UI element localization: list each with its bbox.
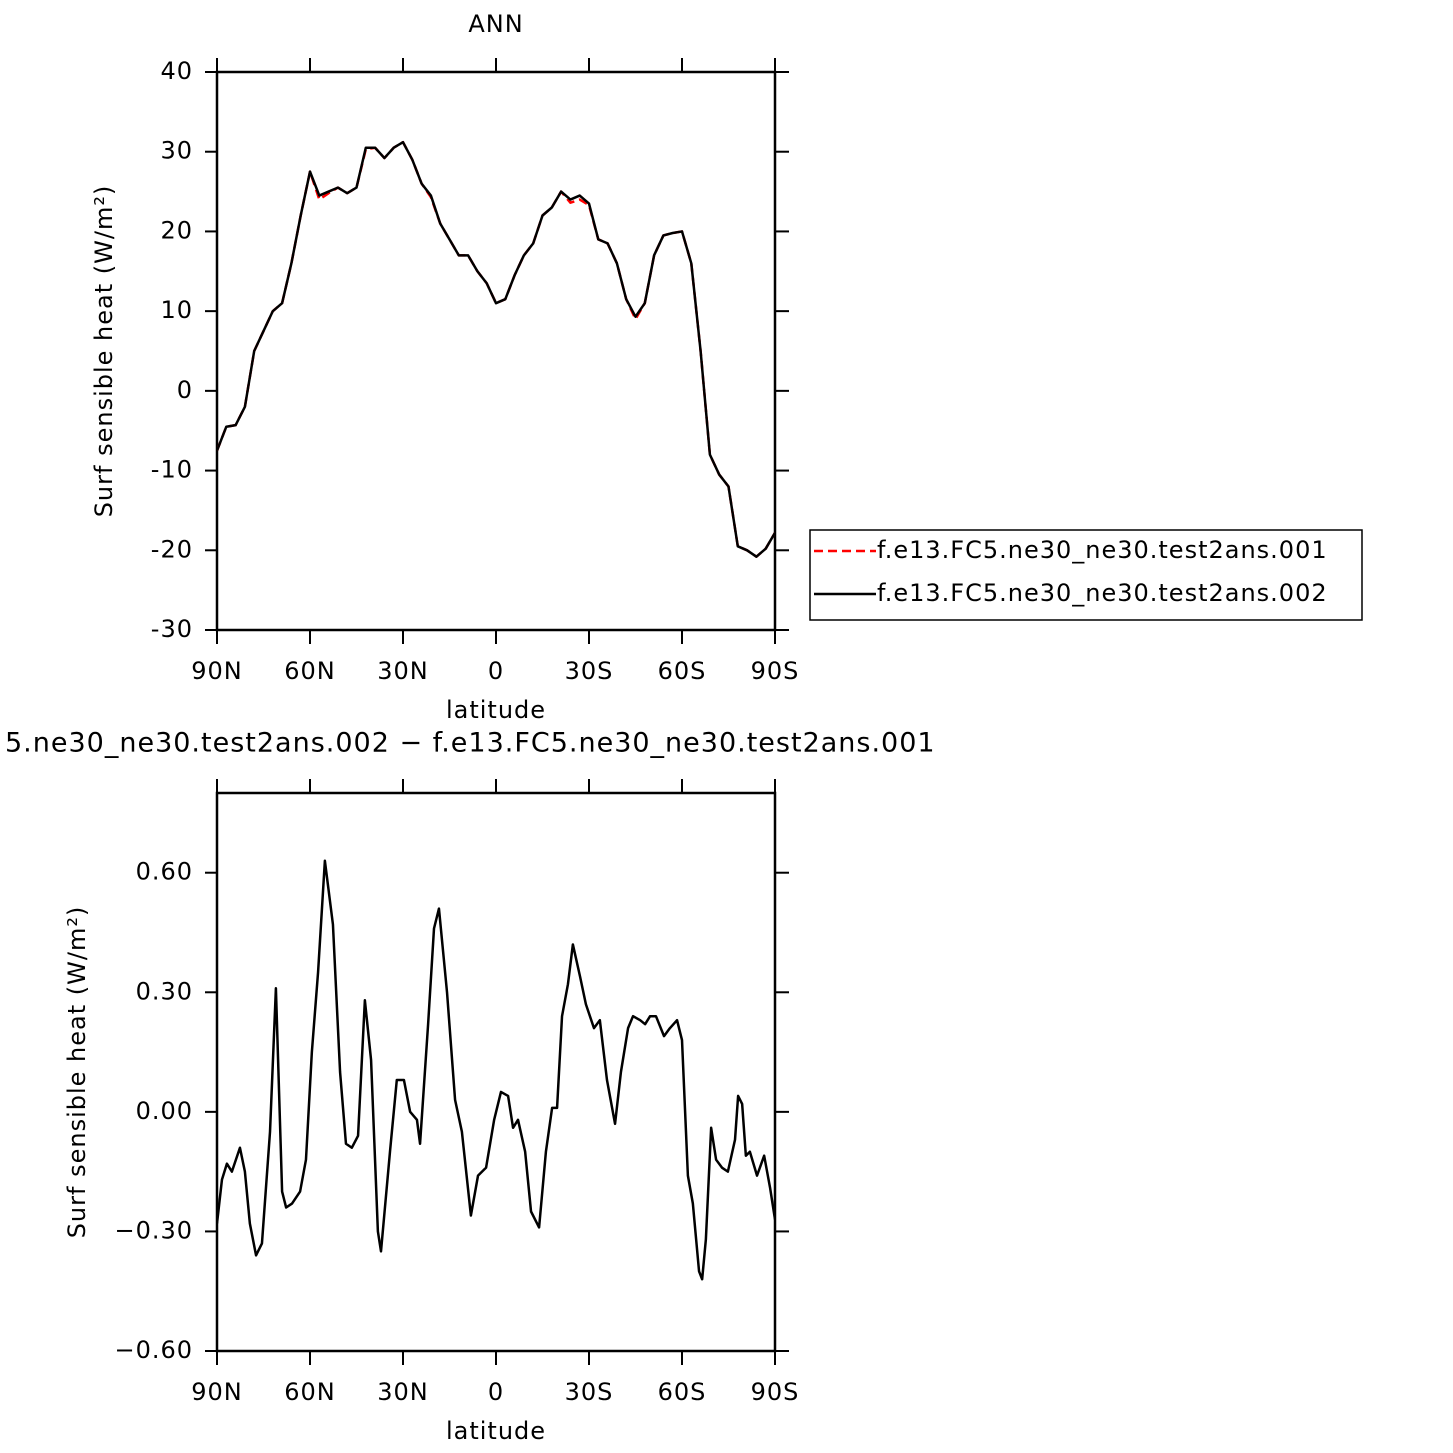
- y-axis-label: Surf sensible heat (W/m²): [90, 185, 118, 518]
- chart-title: ANN: [468, 10, 523, 38]
- x-tick-label: 30N: [377, 657, 429, 685]
- x-tick-label: 0: [488, 1378, 504, 1406]
- y-tick-label: -10: [151, 456, 193, 484]
- y-axis-label: Surf sensible heat (W/m²): [63, 906, 91, 1239]
- legend-label: f.e13.FC5.ne30_ne30.test2ans.001: [877, 536, 1328, 564]
- x-tick-label: 60N: [284, 1378, 336, 1406]
- x-tick-label: 60S: [658, 1378, 707, 1406]
- x-tick-label: 60N: [284, 657, 336, 685]
- x-tick-label: 90S: [751, 1378, 800, 1406]
- x-tick-label: 90S: [751, 657, 800, 685]
- y-tick-label: −0.30: [114, 1216, 193, 1244]
- x-tick-label: 90N: [191, 1378, 243, 1406]
- y-tick-label: −0.60: [114, 1336, 193, 1364]
- chart-title: 5.ne30_ne30.test2ans.002 − f.e13.FC5.ne3…: [5, 728, 936, 759]
- legend-box: [809, 529, 1363, 621]
- y-tick-label: 0.30: [136, 977, 193, 1005]
- x-tick-label: 30N: [377, 1378, 429, 1406]
- y-tick-label: -20: [151, 535, 193, 563]
- y-tick-label: 20: [160, 216, 193, 244]
- x-tick-label: 90N: [191, 657, 243, 685]
- y-tick-label: 0.60: [136, 858, 193, 886]
- data-line: [217, 140, 775, 558]
- legend-label: f.e13.FC5.ne30_ne30.test2ans.002: [877, 579, 1328, 607]
- y-tick-label: 0.00: [136, 1097, 193, 1125]
- y-tick-label: 40: [160, 57, 193, 85]
- y-tick-label: 30: [160, 137, 193, 165]
- x-axis-label: latitude: [446, 696, 546, 724]
- y-tick-label: 0: [177, 376, 193, 404]
- x-axis-label: latitude: [446, 1417, 546, 1445]
- y-tick-label: -30: [151, 615, 193, 643]
- y-tick-label: 10: [160, 296, 193, 324]
- x-tick-label: 60S: [658, 657, 707, 685]
- data-line: [217, 859, 775, 1281]
- x-tick-label: 0: [488, 657, 504, 685]
- x-tick-label: 30S: [565, 1378, 614, 1406]
- x-tick-label: 30S: [565, 657, 614, 685]
